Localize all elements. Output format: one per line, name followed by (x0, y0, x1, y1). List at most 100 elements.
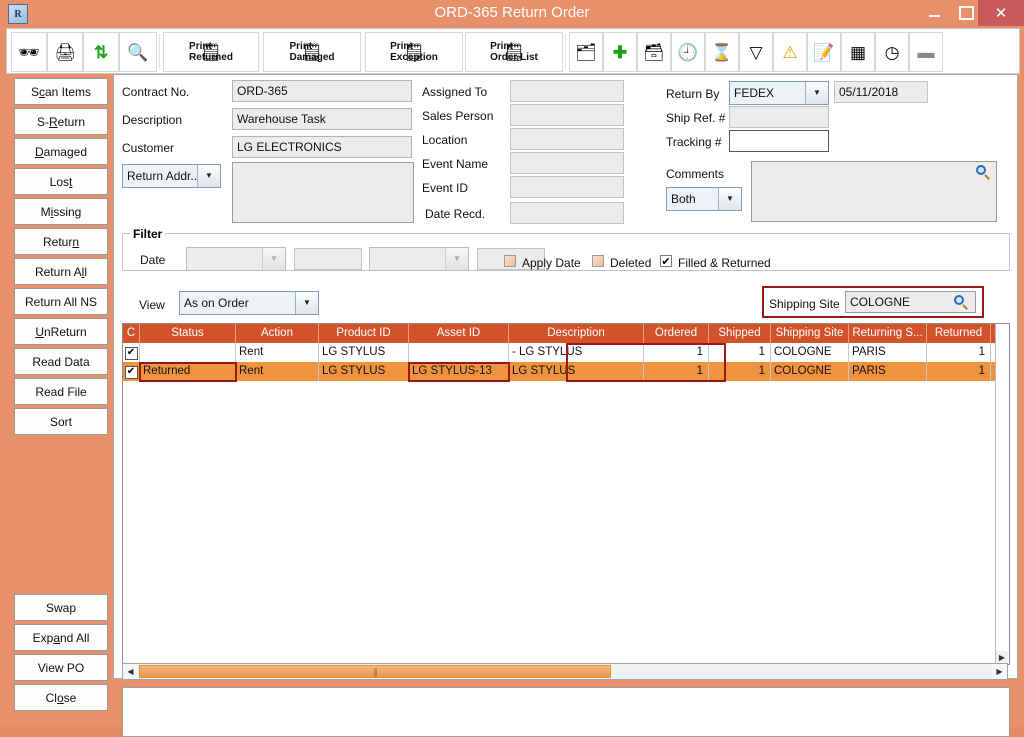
cell-shipped[interactable]: 1 (709, 362, 771, 381)
cell-shipping_site[interactable]: COLOGNE (771, 343, 849, 362)
row-checkbox[interactable]: ✔ (124, 366, 138, 379)
shipping-site-field[interactable]: COLOGNE (845, 291, 976, 313)
apply-date-checkbox[interactable] (504, 255, 516, 267)
cell-ordered[interactable]: 1 (644, 362, 709, 381)
hscroll-thumb[interactable]: || (139, 665, 611, 678)
print-damaged-button[interactable]: 🗒 Print Damaged (263, 32, 361, 72)
filter-apply-button[interactable]: ▽ (739, 32, 773, 72)
add-item-button[interactable]: ✚ (603, 32, 637, 72)
scroll-right-arrow-icon[interactable]: ▶ (992, 664, 1007, 679)
deleted-checkbox[interactable] (592, 255, 604, 267)
cell-product_id[interactable]: LG STYLUS (319, 343, 409, 362)
cell-returning_site[interactable]: PARIS (849, 343, 927, 362)
print-exception-button[interactable]: 🗒 Print Exception (365, 32, 463, 72)
grid-header-returning_site[interactable]: Returning S... (849, 324, 927, 343)
comments-textarea[interactable] (751, 161, 997, 222)
sales-person-field[interactable] (510, 104, 624, 126)
customer-field[interactable]: LG ELECTRONICS (232, 136, 412, 158)
view-select[interactable]: As on Order ▼ (179, 291, 319, 315)
sidebar-item-return-all[interactable]: Return All (14, 258, 108, 285)
return-by-date-field[interactable]: 05/11/2018 (834, 81, 928, 103)
comments-search-icon[interactable] (976, 165, 990, 180)
sidebar-item-sort[interactable]: Sort (14, 408, 108, 435)
cell-description[interactable]: LG STYLUS (509, 362, 644, 381)
filter-date-operator-1[interactable]: ▼ (186, 247, 286, 271)
event-id-field[interactable] (510, 176, 624, 198)
cell-status[interactable] (140, 343, 236, 362)
row-checkbox[interactable]: ✔ (124, 347, 138, 360)
refresh-icon-button[interactable]: ⇅ (83, 32, 119, 72)
cell-returning_site[interactable]: PARIS (849, 362, 927, 381)
cell-ordered[interactable]: 1 (644, 343, 709, 362)
grid-horizontal-scrollbar[interactable]: ◀ || ▶ (122, 663, 1008, 680)
grid-header-product_id[interactable]: Product ID (319, 324, 409, 343)
grid-header-action[interactable]: Action (236, 324, 319, 343)
cell-description[interactable]: - LG STYLUS (509, 343, 644, 362)
funnel-down-button[interactable]: ⌛ (705, 32, 739, 72)
grid-header-returned[interactable]: Returned (927, 324, 991, 343)
grid-select-button[interactable]: ▦ (841, 32, 875, 72)
date-recd-field[interactable] (510, 202, 624, 224)
sidebar-item-read-data[interactable]: Read Data (14, 348, 108, 375)
sidebar-item-return-all-ns[interactable]: Return All NS (14, 288, 108, 315)
grid-header-shipped[interactable]: Shipped (709, 324, 771, 343)
cell-returned[interactable]: 1 (927, 343, 991, 362)
scroll-down-arrow-icon[interactable]: ▶ (996, 651, 1008, 664)
cell-action[interactable]: Rent (236, 362, 319, 381)
notes-button[interactable]: 📝 (807, 32, 841, 72)
location-field[interactable] (510, 128, 624, 150)
filled-returned-checkbox[interactable]: ✔ (660, 255, 672, 268)
sidebar-item-view-po[interactable]: View PO (14, 654, 108, 681)
grid-vertical-scrollbar[interactable]: ▶ (995, 324, 1009, 664)
assigned-to-field[interactable] (510, 80, 624, 102)
description-field[interactable]: Warehouse Task (232, 108, 412, 130)
close-window-button[interactable]: ✕ (978, 0, 1024, 26)
return-address-textarea[interactable] (232, 162, 414, 223)
table-row[interactable]: ✔ Rent LG STYLUS - LG STYLUS 1 1 COLOGNE PARIS 1 (123, 343, 1009, 362)
sidebar-item-s-return[interactable]: S-Return (14, 108, 108, 135)
grid-header-check[interactable]: C (123, 324, 140, 343)
sidebar-item-unreturn[interactable]: UnReturn (14, 318, 108, 345)
warning-doc-button[interactable]: ⚠ (773, 32, 807, 72)
comments-type-select[interactable]: Both ▼ (666, 187, 742, 211)
tracking-field[interactable] (729, 130, 829, 152)
filter-date-operator-2[interactable]: ▼ (369, 247, 469, 271)
print-order-list-button[interactable]: 🗒 Print Order List (465, 32, 563, 72)
contract-no-field[interactable]: ORD-365 (232, 80, 412, 102)
return-by-select[interactable]: FEDEX ▼ (729, 81, 829, 105)
cell-product_id[interactable]: LG STYLUS (319, 362, 409, 381)
minimize-button[interactable] (916, 0, 952, 26)
sidebar-item-swap[interactable]: Swap (14, 594, 108, 621)
shipping-site-search-icon[interactable] (954, 295, 968, 310)
cell-asset_id[interactable]: LG STYLUS-13 (409, 362, 509, 381)
archive-button[interactable]: ▬ (909, 32, 943, 72)
sidebar-item-lost[interactable]: Lost (14, 168, 108, 195)
maximize-button[interactable] (948, 0, 984, 26)
copy-order-button[interactable]: 🗂 (569, 32, 603, 72)
cell-check[interactable]: ✔ (123, 343, 140, 362)
clock-button[interactable]: ◷ (875, 32, 909, 72)
scroll-left-arrow-icon[interactable]: ◀ (123, 664, 138, 679)
history-button[interactable]: 🕘 (671, 32, 705, 72)
sidebar-item-read-file[interactable]: Read File (14, 378, 108, 405)
ship-ref-field[interactable] (729, 106, 829, 128)
alert-order-button[interactable]: 🗃 (637, 32, 671, 72)
binoculars-icon-button[interactable]: 🕶 (11, 32, 47, 72)
sidebar-item-close[interactable]: Close (14, 684, 108, 711)
return-address-select[interactable]: Return Addr... ▼ (122, 164, 221, 188)
sidebar-item-damaged[interactable]: Damaged (14, 138, 108, 165)
cell-returned[interactable]: 1 (927, 362, 991, 381)
cell-check[interactable]: ✔ (123, 362, 140, 381)
print-icon-button[interactable]: 🖨 (47, 32, 83, 72)
grid-header-asset_id[interactable]: Asset ID (409, 324, 509, 343)
grid-header-description[interactable]: Description (509, 324, 644, 343)
event-name-field[interactable] (510, 152, 624, 174)
zoom-search-button[interactable]: 🔍 (119, 32, 157, 72)
grid-header-status[interactable]: Status (140, 324, 236, 343)
cell-status[interactable]: Returned (140, 362, 236, 381)
cell-shipped[interactable]: 1 (709, 343, 771, 362)
sidebar-item-return[interactable]: Return (14, 228, 108, 255)
grid-header-ordered[interactable]: Ordered (644, 324, 709, 343)
filter-date-value-1[interactable] (294, 248, 362, 270)
sidebar-item-scan-items[interactable]: Scan Items (14, 78, 108, 105)
